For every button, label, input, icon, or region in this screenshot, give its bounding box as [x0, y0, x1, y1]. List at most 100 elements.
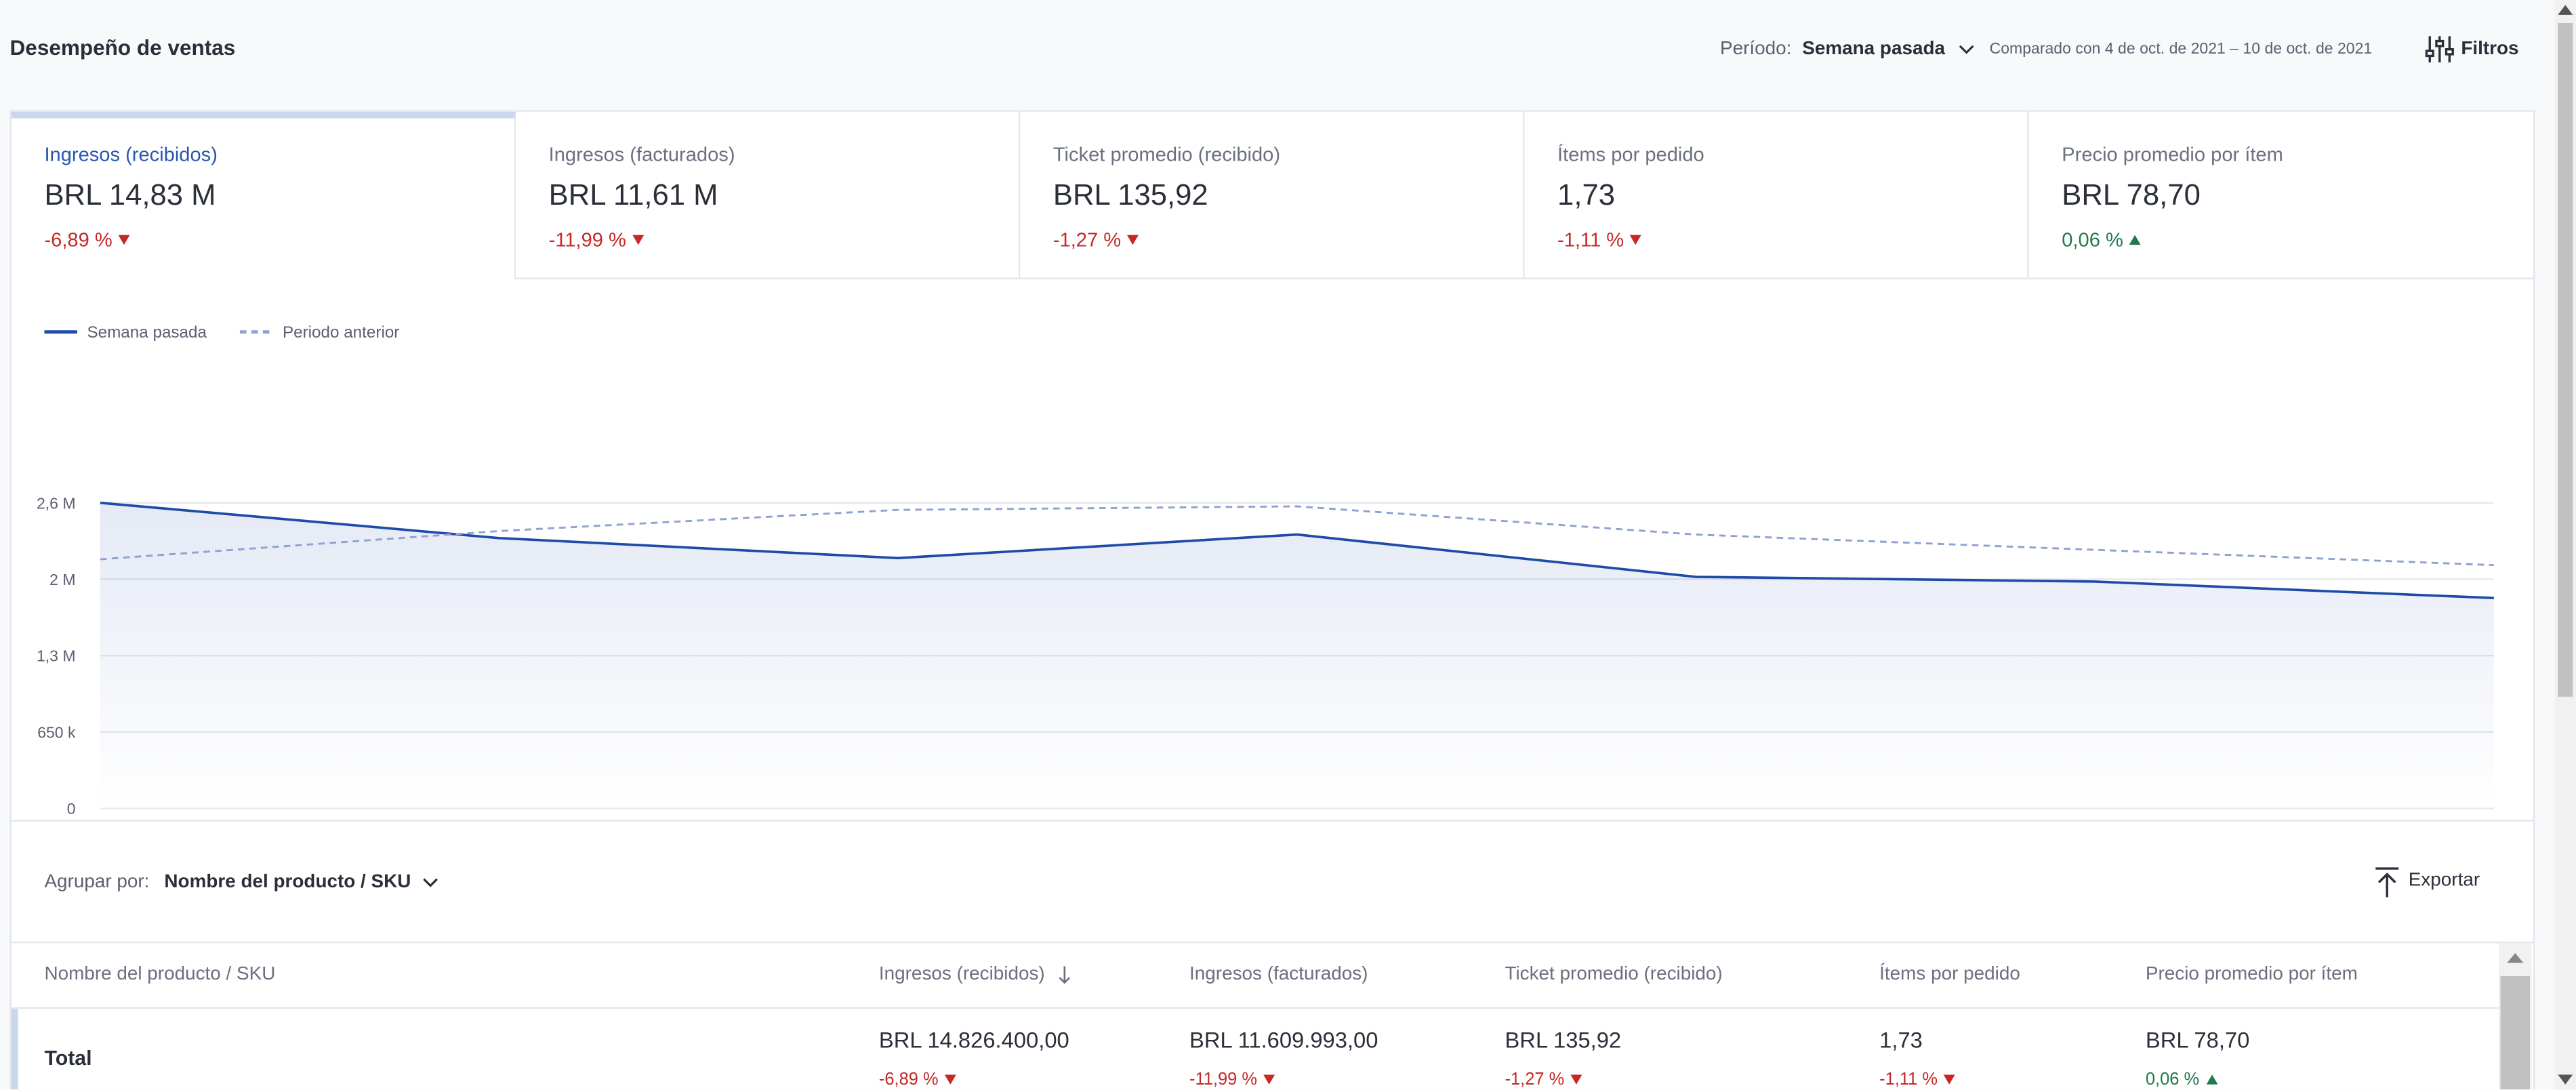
kpi-tab[interactable]: Precio promedio por ítem BRL 78,70 0,06 % — [2028, 111, 2533, 280]
column-header[interactable]: Nombre del producto / SKU — [44, 964, 276, 985]
arrow-shape — [632, 235, 645, 245]
cell-value: BRL 78,70 — [2145, 1028, 2250, 1053]
trend-arrow — [1630, 235, 1642, 245]
line-series — [100, 501, 2494, 600]
page-scroll-thumb — [2558, 22, 2573, 697]
arrow-shape — [1630, 235, 1642, 245]
cell-value: BRL 135,92 — [1505, 1028, 1622, 1053]
trend-arrow — [1127, 235, 1139, 245]
y-tick-label: 0 — [67, 800, 76, 818]
kpi-tab[interactable]: Ticket promedio (recibido) BRL 135,92 -1,2… — [1020, 111, 1525, 280]
arrow-shape — [2205, 1074, 2217, 1085]
period-dropdown[interactable]: Semana pasada — [1802, 39, 1945, 60]
divider — [11, 820, 2533, 822]
area-fill — [100, 502, 2494, 809]
cell-value: BRL 11.609.993,00 — [1189, 1028, 1378, 1053]
group-by-label: Agrupar por: — [44, 872, 150, 893]
row-name: Total — [44, 1047, 92, 1070]
kpi-value: BRL 11,61 M — [548, 178, 718, 211]
change-indicator: -6,89 % — [44, 228, 131, 251]
change-value: -11,99 % — [1189, 1070, 1258, 1090]
arrow-shape — [1059, 966, 1071, 984]
arrow-shape — [1570, 1074, 1582, 1085]
trend-arrow — [2205, 1074, 2217, 1085]
legend-label: Semana pasada — [87, 323, 207, 342]
table-header-border — [11, 1007, 2501, 1009]
column-header[interactable]: Ítems por pedido — [1879, 964, 2020, 985]
period-label: Período: — [1720, 39, 1792, 60]
filter-icon — [2425, 36, 2454, 63]
change-indicator: 0,06 % — [2062, 228, 2142, 251]
scroll-up-arrow[interactable] — [2558, 3, 2573, 16]
trend-arrow — [2129, 235, 2142, 245]
change-value: -6,89 % — [44, 228, 113, 251]
chevron-icon — [423, 878, 438, 887]
chevron-icon — [1959, 45, 1974, 54]
change-value: -1,27 % — [1052, 228, 1122, 251]
kpi-label: Precio promedio por ítem — [2062, 142, 2283, 166]
comparison-text: Comparado con 4 de oct. de 2021 – 10 de … — [1989, 40, 2373, 59]
arrow-shape — [945, 1074, 957, 1085]
column-header[interactable]: Precio promedio por ítem — [2145, 964, 2358, 985]
kpi-label: Ingresos (recibidos) — [44, 142, 218, 166]
scroll-up-arrow[interactable] — [2507, 952, 2524, 965]
change-value: 0,06 % — [2062, 228, 2123, 251]
page-title: Desempeño de ventas — [9, 35, 236, 60]
sort-arrow — [1059, 966, 1071, 984]
filters-button[interactable]: Filtros — [2461, 39, 2519, 60]
trend-arrow — [945, 1074, 957, 1085]
group-by-dropdown[interactable]: Nombre del producto / SKU — [164, 872, 411, 893]
kpi-label: Ítems por pedido — [1557, 142, 1704, 166]
change-value: -1,27 % — [1505, 1070, 1565, 1090]
change-indicator: 0,06 % — [2146, 1070, 2217, 1089]
change-value: 0,06 % — [2145, 1070, 2200, 1090]
change-value: -11,99 % — [548, 228, 626, 251]
y-tick-label: 1,3 M — [37, 647, 76, 665]
change-indicator: -1,11 % — [1879, 1070, 1956, 1089]
arrow-shape — [1263, 1074, 1275, 1085]
report-panel: Ingresos (recibidos) BRL 14,83 M -6,89 % In… — [9, 110, 2535, 1090]
change-indicator: -1,11 % — [1557, 228, 1642, 251]
change-value: -1,11 % — [1879, 1070, 1938, 1090]
trend-arrow — [119, 235, 131, 245]
change-indicator: -1,27 % — [1505, 1070, 1582, 1089]
table-top-border — [11, 942, 2533, 944]
cell-value: 1,73 — [1879, 1028, 1923, 1053]
change-indicator: -11,99 % — [1189, 1070, 1275, 1089]
column-header[interactable]: Ingresos (facturados) — [1189, 964, 1368, 985]
kpi-tab[interactable]: Ingresos (recibidos) BRL 14,83 M -6,89 % — [11, 111, 516, 280]
table-scroll-thumb — [2500, 975, 2531, 1090]
change-indicator: -11,99 % — [549, 228, 645, 251]
kpi-value: BRL 135,92 — [1052, 178, 1208, 211]
scroll-down-arrow[interactable] — [2558, 1073, 2573, 1086]
export-button[interactable]: Exportar — [2408, 870, 2480, 891]
change-value: -1,11 % — [1557, 228, 1624, 251]
arrow-shape — [2129, 235, 2142, 245]
cell-value: BRL 14.826.400,00 — [878, 1028, 1069, 1053]
trend-arrow — [1944, 1074, 1956, 1085]
trend-arrow — [632, 235, 645, 245]
kpi-value: 1,73 — [1557, 178, 1616, 211]
chart: Semana pasada Periodo anterior 0 650 k 1,3 M… — [37, 323, 2494, 818]
column-header[interactable]: Ticket promedio (recibido) — [1505, 964, 1723, 985]
kpi-value: BRL 14,83 M — [44, 178, 216, 211]
row-accent — [11, 1009, 18, 1090]
y-tick-label: 650 k — [37, 723, 76, 741]
y-tick-label: 2,6 M — [37, 494, 76, 512]
line-series — [100, 505, 2494, 567]
change-indicator: -6,89 % — [878, 1070, 957, 1090]
column-header[interactable]: Ingresos (recibidos) — [878, 964, 1045, 985]
arrow-shape — [1944, 1074, 1956, 1085]
y-tick-label: 2 M — [49, 571, 75, 588]
export-icon — [2375, 867, 2399, 897]
kpi-label: Ticket promedio (recibido) — [1052, 142, 1281, 166]
kpi-tab[interactable]: Ingresos (facturados) BRL 11,61 M -11,99 % — [516, 111, 1021, 280]
kpi-value: BRL 78,70 — [2062, 178, 2201, 211]
arrow-shape — [1127, 235, 1139, 245]
kpi-tab[interactable]: Ítems por pedido 1,73 -1,11 % — [1524, 111, 2029, 280]
change-value: -6,89 % — [878, 1070, 939, 1090]
legend-label: Periodo anterior — [283, 323, 399, 342]
kpi-label: Ingresos (facturados) — [548, 142, 735, 166]
